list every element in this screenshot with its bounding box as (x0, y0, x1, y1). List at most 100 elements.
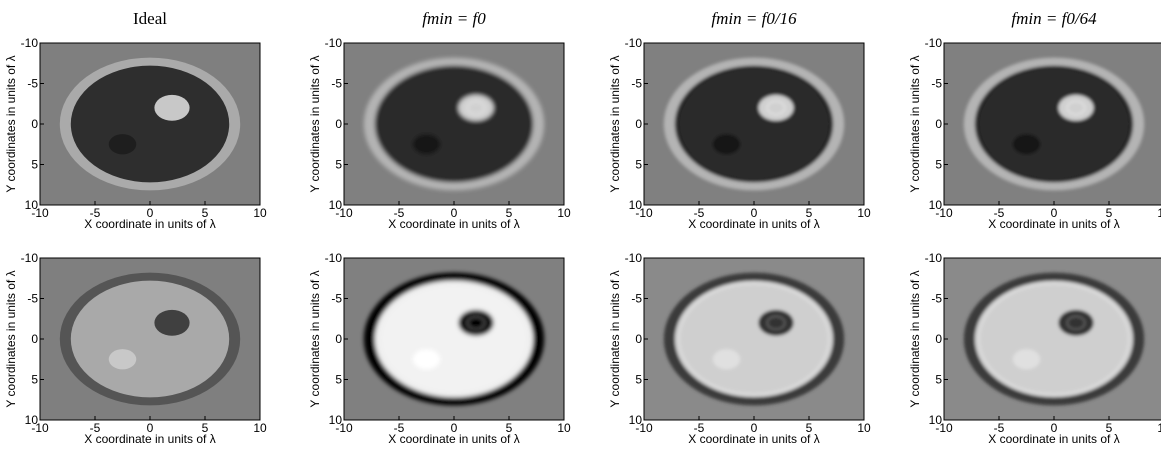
y-tick-label: -10 (625, 251, 643, 265)
small-disc (712, 349, 741, 370)
y-tick-label: -5 (631, 292, 642, 306)
y-tick-label: 0 (31, 117, 38, 131)
disc (59, 57, 241, 191)
x-axis-label: X coordinate in units of λ (988, 432, 1119, 446)
x-tick-label: -5 (994, 421, 1005, 435)
x-tick-label: 5 (806, 421, 813, 435)
y-axis-label: Y coordinates in units of λ (4, 270, 18, 407)
y-axis-label: Y coordinates in units of λ (308, 55, 322, 192)
inner-disc (70, 280, 230, 398)
y-tick-label: -5 (631, 77, 642, 91)
disc (663, 272, 845, 406)
image (344, 43, 564, 205)
ripple (466, 100, 486, 115)
x-tick-label: 5 (1106, 206, 1113, 220)
x-tick-label: -5 (694, 206, 705, 220)
y-tick-label: 5 (635, 373, 642, 387)
small-disc (1058, 94, 1094, 121)
y-tick-label: 0 (31, 332, 38, 346)
y-tick-label: 10 (329, 198, 343, 212)
x-axis-label: X coordinate in units of λ (84, 432, 215, 446)
small-disc (458, 94, 494, 121)
ripple (766, 100, 786, 115)
x-tick-label: 10 (857, 421, 871, 435)
x-tick-label: -10 (635, 421, 653, 435)
x-axis-label: X coordinate in units of λ (688, 432, 819, 446)
ripple (1066, 100, 1086, 115)
y-tick-label: 0 (635, 117, 642, 131)
x-tick-label: 5 (202, 421, 209, 435)
x-tick-label: 0 (147, 206, 154, 220)
y-tick-label: 5 (935, 158, 942, 172)
y-tick-label: 0 (935, 117, 942, 131)
image (644, 43, 864, 205)
panel-title: fmin = f0/16 (711, 9, 797, 28)
y-axis-label: Y coordinates in units of λ (608, 270, 622, 407)
x-tick-label: 10 (253, 421, 267, 435)
small-disc (1058, 309, 1094, 336)
image (944, 43, 1161, 205)
small-disc (154, 309, 190, 336)
disc (963, 272, 1145, 406)
x-tick-label: -5 (90, 206, 101, 220)
x-tick-label: 0 (451, 421, 458, 435)
y-tick-label: 10 (929, 413, 943, 427)
y-tick-label: 5 (335, 373, 342, 387)
ripple (678, 283, 830, 395)
x-axis-label: X coordinate in units of λ (688, 217, 819, 231)
x-tick-label: -5 (694, 421, 705, 435)
image (40, 43, 260, 205)
x-tick-label: 10 (253, 206, 267, 220)
ripple (378, 68, 530, 180)
small-disc (1012, 134, 1041, 155)
x-tick-label: 0 (751, 421, 758, 435)
y-tick-label: -5 (931, 77, 942, 91)
y-tick-label: 10 (629, 413, 643, 427)
y-tick-label: -10 (625, 36, 643, 50)
y-tick-label: -5 (27, 77, 38, 91)
x-tick-label: 0 (1051, 206, 1058, 220)
x-tick-label: -5 (90, 421, 101, 435)
x-tick-label: 5 (202, 206, 209, 220)
y-tick-label: 5 (31, 158, 38, 172)
y-tick-label: -5 (931, 292, 942, 306)
x-tick-label: 0 (1051, 421, 1058, 435)
x-tick-label: 0 (751, 206, 758, 220)
y-tick-label: 10 (25, 413, 39, 427)
ripple (978, 283, 1130, 395)
y-tick-label: 10 (25, 198, 39, 212)
x-tick-label: -5 (994, 206, 1005, 220)
y-tick-label: -10 (925, 251, 943, 265)
y-tick-label: 0 (935, 332, 942, 346)
inner-disc (374, 280, 534, 398)
y-axis-label: Y coordinates in units of λ (908, 55, 922, 192)
y-tick-label: 10 (929, 198, 943, 212)
y-tick-label: 5 (31, 373, 38, 387)
y-axis-label: Y coordinates in units of λ (308, 270, 322, 407)
image (344, 258, 564, 420)
x-tick-label: 5 (506, 206, 513, 220)
small-disc (108, 349, 137, 370)
x-tick-label: -5 (394, 206, 405, 220)
small-disc (458, 309, 494, 336)
x-tick-label: 10 (557, 206, 571, 220)
y-tick-label: -10 (325, 36, 343, 50)
y-tick-label: -5 (27, 292, 38, 306)
small-disc (108, 134, 137, 155)
inner-disc (674, 65, 834, 183)
y-axis-label: Y coordinates in units of λ (908, 270, 922, 407)
y-tick-label: -10 (925, 36, 943, 50)
inner-disc (974, 280, 1134, 398)
x-tick-label: -10 (935, 421, 953, 435)
panel-title: Ideal (133, 9, 167, 28)
ripple (766, 315, 786, 330)
x-axis-label: X coordinate in units of λ (388, 217, 519, 231)
ripple (1066, 315, 1086, 330)
